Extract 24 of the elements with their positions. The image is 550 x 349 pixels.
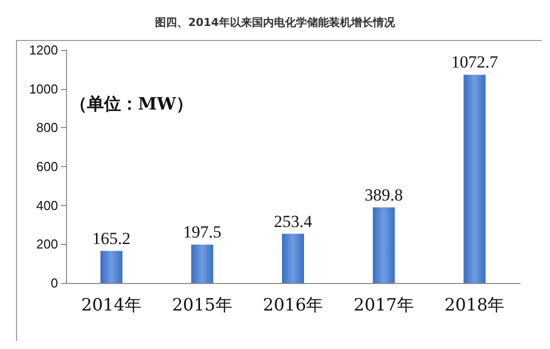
bar <box>464 74 486 283</box>
y-tick-label: 1000 <box>29 81 58 96</box>
chart-title: 图四、2014年以来国内电化学储能装机增长情况 <box>155 16 396 29</box>
x-tick-label: 2014年 <box>81 296 142 316</box>
data-label: 165.2 <box>92 228 131 248</box>
x-tick-label: 2016年 <box>262 296 324 316</box>
x-tick-label: 2015年 <box>172 296 232 316</box>
annotation: （单位：MW） <box>70 94 193 114</box>
y-tick-label: 400 <box>36 198 58 213</box>
y-tick-label: 0 <box>50 276 58 290</box>
data-label: 1072.7 <box>451 52 498 72</box>
x-tick-label: 2018年 <box>444 296 505 316</box>
data-label: 253.4 <box>274 212 313 231</box>
y-tick-label: 800 <box>36 120 58 136</box>
x-tick-label: 2017年 <box>354 296 414 316</box>
y-tick-label: 600 <box>36 159 58 174</box>
data-label: 389.8 <box>364 185 403 204</box>
bar <box>100 250 122 283</box>
y-tick-label: 1200 <box>29 42 58 58</box>
y-tick-label: 200 <box>36 236 58 252</box>
bar <box>282 234 304 283</box>
data-label: 197.5 <box>183 222 222 242</box>
bar <box>191 244 214 283</box>
bar <box>372 207 395 283</box>
